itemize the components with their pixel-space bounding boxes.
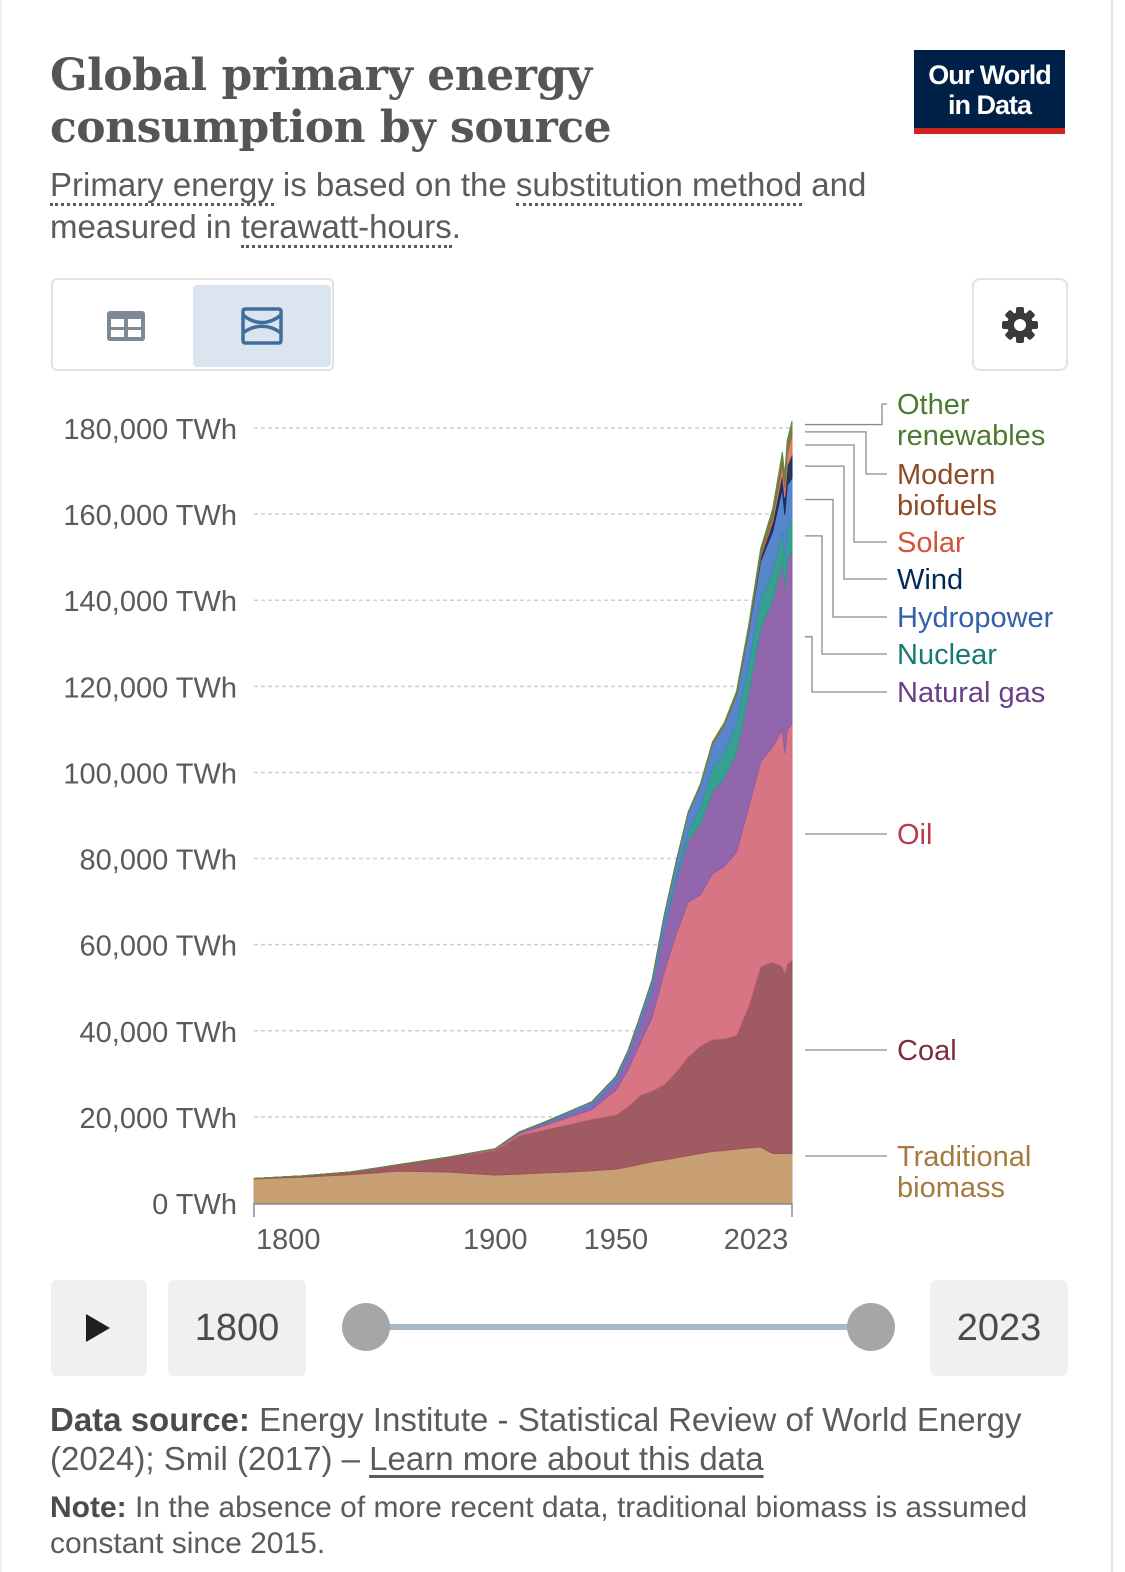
settings-button[interactable] [972, 278, 1068, 371]
series-label: Other renewables [897, 389, 1045, 452]
learn-more-link[interactable]: Learn more about this data [369, 1440, 764, 1477]
chart-title: Global primary energy consumption by sou… [50, 50, 612, 153]
x-tick-label: 1900 [463, 1224, 528, 1256]
logo-line-1: Our World [928, 60, 1052, 90]
label-connector [805, 444, 887, 543]
start-year-box[interactable]: 1800 [168, 1280, 306, 1376]
note-label: Note: [50, 1491, 127, 1524]
series-label: Hydropower [897, 602, 1054, 634]
timeline-controls: 1800 2023 [2, 1278, 1115, 1378]
end-year-handle[interactable] [847, 1303, 895, 1351]
series-label: Coal [897, 1035, 957, 1067]
y-tick-label: 80,000 TWh [80, 845, 237, 877]
source-label: Data source: [50, 1401, 250, 1438]
primary-energy-link[interactable]: Primary energy [50, 166, 274, 206]
axes: 0 TWh 20,000 TWh 40,000 TWh 60,000 TWh 80,00… [63, 414, 793, 1256]
play-icon [86, 1314, 110, 1342]
y-tick-label: 0 TWh [152, 1189, 237, 1221]
series-label: Oil [897, 819, 932, 851]
area-chart-icon [241, 307, 283, 345]
subtitle-text-1: is based on the [273, 166, 516, 203]
label-connector [805, 465, 887, 580]
source-text: Energy Institute - Statistical Review of… [50, 1401, 1022, 1477]
y-tick-label: 140,000 TWh [63, 586, 237, 618]
y-tick-label: 100,000 TWh [63, 758, 237, 790]
x-tick-label: 2023 [724, 1224, 789, 1256]
data-source: Data source: Energy Institute - Statisti… [50, 1400, 1050, 1478]
label-connector [805, 498, 887, 618]
timeline-track[interactable] [364, 1324, 869, 1330]
series-label: Nuclear [897, 639, 997, 671]
table-icon [107, 311, 145, 341]
owid-logo[interactable]: Our World in Data [914, 50, 1065, 134]
substitution-method-link[interactable]: substitution method [515, 166, 803, 206]
area-other-renewables[interactable] [253, 420, 793, 1179]
table-view-button[interactable] [57, 285, 195, 367]
end-year-box[interactable]: 2023 [930, 1280, 1068, 1376]
gear-icon [1002, 306, 1038, 343]
y-tick-label: 120,000 TWh [63, 672, 237, 704]
series-label: Natural gas [897, 677, 1045, 709]
data-note: Note: In the absence of more recent data… [50, 1490, 1050, 1562]
y-tick-label: 160,000 TWh [63, 500, 237, 532]
area-chart: 0 TWh 20,000 TWh 40,000 TWh 60,000 TWh 80,00… [63, 389, 1054, 1256]
label-connector [805, 431, 887, 475]
view-toggle [51, 278, 334, 371]
y-tick-label: 60,000 TWh [80, 931, 237, 963]
series-label: Wind [897, 564, 963, 596]
terawatt-hours-link[interactable]: terawatt-hours [240, 208, 452, 248]
series-label: Traditional biomass [897, 1141, 1031, 1204]
x-tick-label: 1950 [584, 1224, 649, 1256]
note-text: In the absence of more recent data, trad… [50, 1491, 1028, 1560]
y-tick-label: 180,000 TWh [63, 414, 237, 446]
y-tick-label: 40,000 TWh [80, 1017, 237, 1049]
label-connector [805, 535, 887, 655]
subtitle-text-3: . [451, 208, 461, 245]
label-connector [805, 403, 887, 426]
label-connector [805, 636, 887, 693]
series-label: Solar [897, 527, 965, 559]
play-button[interactable] [51, 1280, 147, 1376]
subtitle-text-2: and measured in [50, 166, 867, 245]
chart-view-button[interactable] [193, 285, 331, 367]
start-year-handle[interactable] [342, 1303, 390, 1351]
stacked-areas [253, 420, 793, 1204]
series-label: Modern biofuels [897, 459, 997, 522]
y-tick-label: 20,000 TWh [80, 1103, 237, 1135]
series-labels: Traditional biomass Coal Oil Natural gas Nucl… [805, 389, 1054, 1204]
logo-line-2: in Data [947, 90, 1032, 120]
chart-subtitle: Primary energy is based on the substitut… [50, 164, 990, 248]
x-tick-label: 1800 [256, 1224, 321, 1256]
